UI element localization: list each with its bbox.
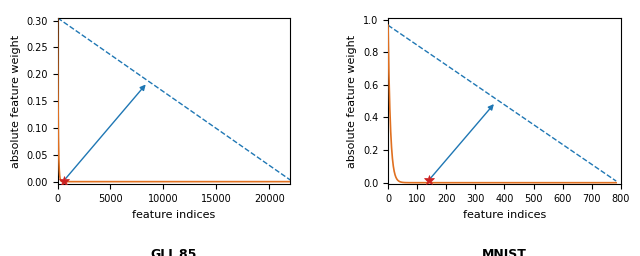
Text: MNIST: MNIST <box>482 248 527 256</box>
Y-axis label: absolute feature weight: absolute feature weight <box>348 35 357 168</box>
Y-axis label: absolute feature weight: absolute feature weight <box>11 35 20 168</box>
X-axis label: feature indices: feature indices <box>132 210 216 220</box>
Text: GLI_85: GLI_85 <box>151 248 197 256</box>
X-axis label: feature indices: feature indices <box>463 210 546 220</box>
